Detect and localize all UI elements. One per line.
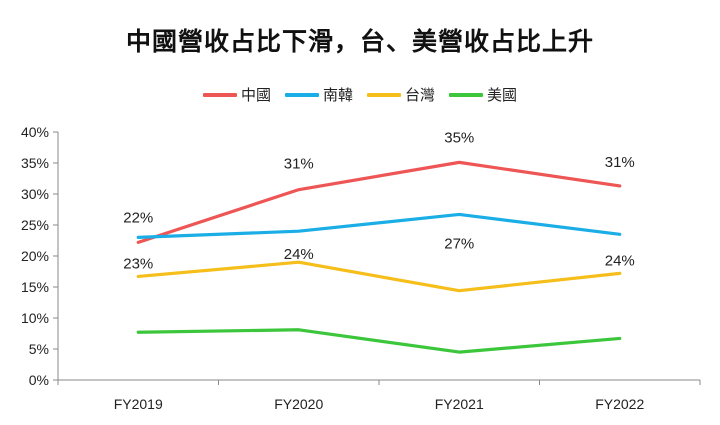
data-label-korea: 27% xyxy=(444,235,474,252)
data-label-china: 31% xyxy=(605,154,635,171)
legend-item-usa: 美國 xyxy=(449,84,517,105)
data-label-china: 22% xyxy=(123,209,153,226)
y-tick-label: 35% xyxy=(21,155,49,171)
data-label-china: 31% xyxy=(284,156,314,173)
legend-swatch-china xyxy=(202,92,237,97)
data-label-korea: 24% xyxy=(605,252,635,269)
series-layer xyxy=(136,160,622,354)
legend-label-usa: 美國 xyxy=(487,86,518,104)
x-tick-label: FY2021 xyxy=(435,396,484,412)
series-line-usa xyxy=(136,328,622,354)
legend-item-korea: 南韓 xyxy=(284,84,353,105)
y-tick-label: 40% xyxy=(21,124,49,140)
legend-item-taiwan: 台灣 xyxy=(367,84,435,105)
legend-swatch-taiwan xyxy=(367,92,401,97)
axes: 0% 5% 10% 15% 20% 25% 30% 35% 40% FY2019 FY2020 FY2… xyxy=(21,124,701,412)
y-tick-label: 30% xyxy=(21,186,49,202)
y-tick-label: 0% xyxy=(29,372,49,388)
legend-swatch-korea xyxy=(284,92,319,97)
y-tick-label: 15% xyxy=(21,279,49,295)
y-tick-label: 5% xyxy=(29,341,49,357)
series-line-korea xyxy=(136,212,622,239)
data-label-korea: 23% xyxy=(123,255,153,272)
y-tick-label: 20% xyxy=(21,248,49,264)
y-tick-label: 25% xyxy=(21,217,49,233)
x-tick-label: FY2019 xyxy=(114,396,163,412)
legend-item-china: 中國 xyxy=(202,84,271,105)
data-label-korea: 24% xyxy=(284,246,314,263)
legend-label-china: 中國 xyxy=(240,86,271,104)
legend: 中國 南韓 台灣 美國 xyxy=(0,84,720,105)
series-line-china xyxy=(136,160,622,244)
chart-title: 中國營收占比下滑，台、美營收占比上升 xyxy=(125,27,594,56)
data-labels-layer: 22% 31% 35% 31% 23% 24% 27% 24% xyxy=(123,129,635,272)
legend-swatch-usa xyxy=(449,92,484,97)
x-tick-label: FY2020 xyxy=(274,396,323,412)
legend-label-korea: 南韓 xyxy=(322,86,353,104)
data-label-china: 35% xyxy=(444,129,474,146)
legend-label-taiwan: 台灣 xyxy=(405,86,436,104)
series-line-taiwan xyxy=(136,260,622,293)
y-tick-label: 10% xyxy=(21,310,49,326)
x-tick-label: FY2022 xyxy=(595,396,644,412)
